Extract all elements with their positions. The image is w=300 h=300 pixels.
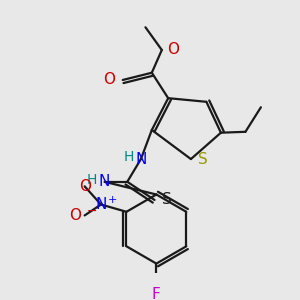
Text: N: N	[95, 197, 107, 212]
Text: −: −	[86, 205, 97, 218]
Text: F: F	[152, 287, 161, 300]
Text: N: N	[135, 152, 147, 166]
Text: O: O	[69, 208, 81, 223]
Text: H: H	[123, 150, 134, 164]
Text: S: S	[198, 152, 208, 166]
Text: O: O	[167, 43, 179, 58]
Text: +: +	[107, 195, 117, 205]
Text: H: H	[87, 173, 97, 187]
Text: N: N	[99, 174, 110, 189]
Text: O: O	[79, 179, 91, 194]
Text: O: O	[103, 73, 116, 88]
Text: S: S	[162, 193, 172, 208]
